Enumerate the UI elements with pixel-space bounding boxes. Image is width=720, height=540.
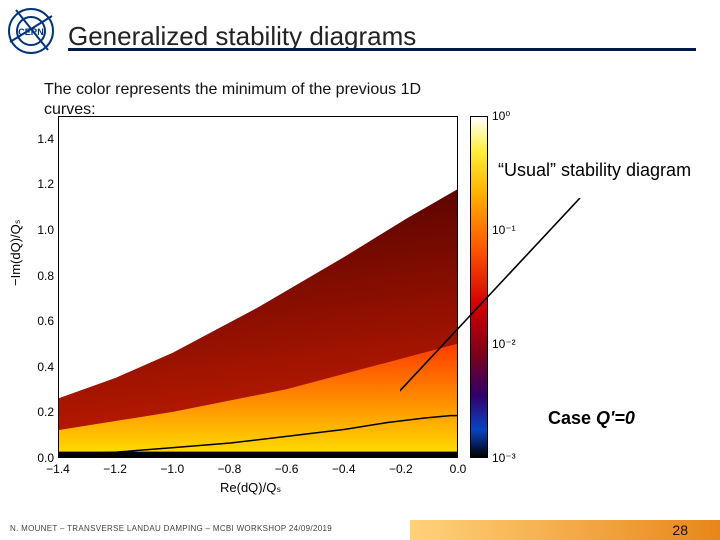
page-title: Generalized stability diagrams xyxy=(68,21,416,52)
x-tick: −1.0 xyxy=(154,462,190,476)
colorbar-tick: 10⁰ xyxy=(492,109,510,123)
x-tick: −1.2 xyxy=(97,462,133,476)
colorbar-tick: 10⁻³ xyxy=(492,451,516,465)
slide-number: 28 xyxy=(672,522,688,538)
case-suffix: = xyxy=(614,408,625,428)
y-tick: 1.2 xyxy=(30,177,54,191)
annotation-case-q: Case Q'=0 xyxy=(548,408,635,429)
y-tick: 1.4 xyxy=(30,132,54,146)
y-tick: 0.8 xyxy=(30,269,54,283)
stability-heatmap-chart: −Im(dQ)/Qₛ Re(dQ)/Qₛ 0.00.20.40.60.81.01… xyxy=(10,116,500,492)
title-underline xyxy=(68,48,696,51)
x-tick: −0.8 xyxy=(211,462,247,476)
case-var: Q' xyxy=(596,408,614,428)
x-tick: −0.4 xyxy=(326,462,362,476)
colorbar xyxy=(470,116,488,458)
y-tick: 1.0 xyxy=(30,223,54,237)
header: CERN Generalized stability diagrams xyxy=(0,0,720,72)
colorbar-tick: 10⁻² xyxy=(492,337,516,351)
case-value: 0 xyxy=(625,408,635,428)
x-axis-label: Re(dQ)/Qₛ xyxy=(220,480,281,496)
footer-band: 28 xyxy=(410,520,720,540)
footer-text: N. MOUNET – TRANSVERSE LANDAU DAMPING – … xyxy=(10,524,332,533)
x-tick: −0.6 xyxy=(269,462,305,476)
y-tick: 0.4 xyxy=(30,360,54,374)
footer: N. MOUNET – TRANSVERSE LANDAU DAMPING – … xyxy=(0,516,720,540)
colorbar-tick: 10⁻¹ xyxy=(492,223,516,237)
heatmap-field xyxy=(59,117,457,457)
x-tick: 0.0 xyxy=(440,462,476,476)
x-tick: −0.2 xyxy=(383,462,419,476)
case-prefix: Case xyxy=(548,408,596,428)
y-tick: 0.6 xyxy=(30,314,54,328)
y-axis-label: −Im(dQ)/Qₛ xyxy=(8,219,24,286)
x-tick: −1.4 xyxy=(40,462,76,476)
svg-text:CERN: CERN xyxy=(18,27,44,37)
cern-logo: CERN xyxy=(6,6,56,56)
y-tick: 0.2 xyxy=(30,405,54,419)
annotation-usual-stability: “Usual” stability diagram xyxy=(498,160,691,181)
chart-plot-area xyxy=(58,116,458,458)
subtitle: The color represents the minimum of the … xyxy=(44,80,474,120)
